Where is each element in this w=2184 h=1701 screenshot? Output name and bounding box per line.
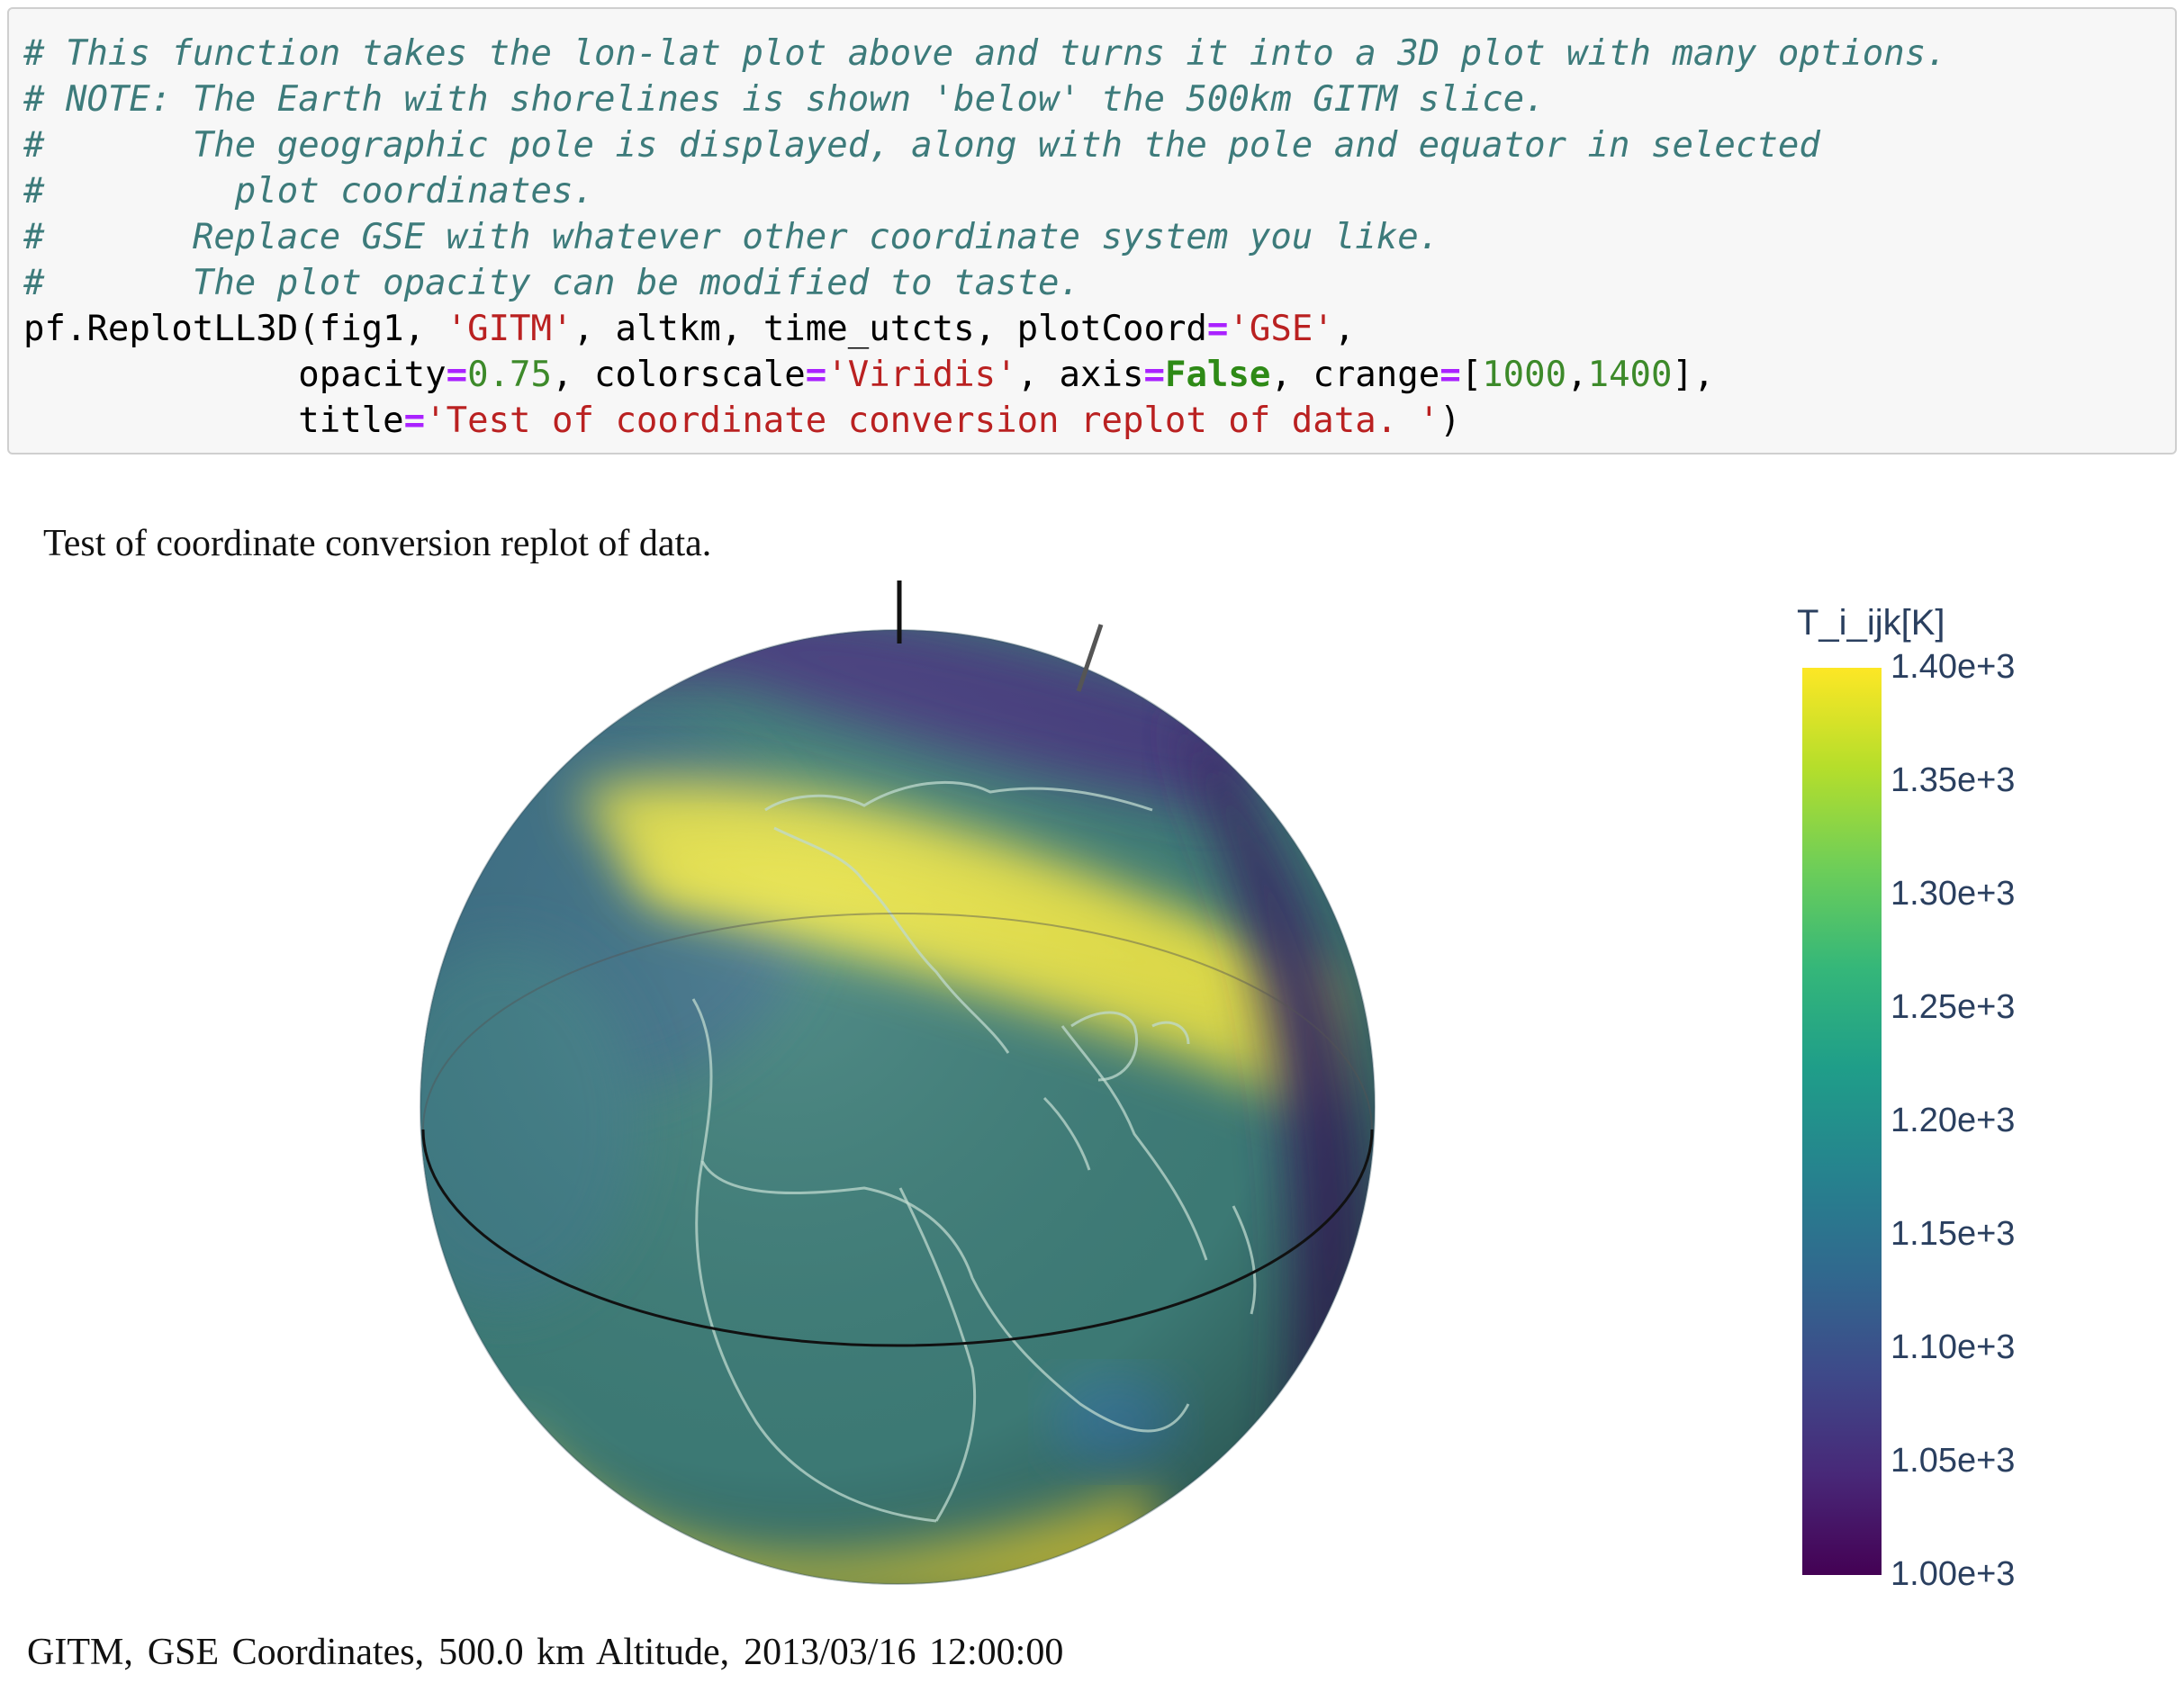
- equator-back: [422, 913, 1373, 1130]
- colorbar-tick-label: 1.15e+3: [1891, 1215, 2016, 1253]
- code-token: # This function takes the lon-lat plot a…: [23, 33, 1947, 74]
- code-token: 'GITM': [446, 309, 573, 349]
- code-token: ],: [1672, 355, 1715, 395]
- code-token: , axis: [1016, 355, 1144, 395]
- code-line: # plot coordinates.: [23, 168, 2175, 214]
- coastlines: [691, 780, 1257, 1523]
- code-line: opacity=0.75, colorscale='Viridis', axis…: [23, 352, 2175, 398]
- plot-footer: GITM, GSE Coordinates, 500.0 km Altitude, 2…: [27, 1631, 1078, 1674]
- code-token: pf.ReplotLL3D(fig1,: [23, 309, 447, 349]
- code-line: title='Test of coordinate conversion rep…: [23, 398, 2175, 444]
- code-token: title: [23, 400, 404, 441]
- code-token: , colorscale: [552, 355, 806, 395]
- footer-model: GITM,: [27, 1632, 133, 1673]
- code-token: 'Test of coordinate conversion replot of…: [425, 400, 1440, 441]
- code-token: # Replace GSE with whatever other coordi…: [23, 217, 1440, 257]
- colorbar-tick-label: 1.10e+3: [1891, 1328, 2016, 1366]
- colorbar-tick-label: 1.05e+3: [1891, 1442, 2016, 1480]
- footer-altitude: 500.0 km Altitude,: [438, 1632, 730, 1673]
- code-line: # Replace GSE with whatever other coordi…: [23, 214, 2175, 260]
- code-line: # The plot opacity can be modified to ta…: [23, 260, 2175, 306]
- code-token: 'Viridis': [826, 355, 1017, 395]
- code-token: , altkm, time_utcts, plotCoord: [573, 309, 1207, 349]
- code-token: 'GSE': [1228, 309, 1334, 349]
- colorbar-title: T_i_ijk[K]: [1797, 603, 1945, 643]
- code-token: =: [805, 355, 827, 395]
- footer-time: 2013/03/16 12:00:00: [744, 1632, 1064, 1673]
- globe-surface: [420, 630, 1375, 1584]
- equator-front: [421, 1129, 1374, 1347]
- code-token: # The geographic pole is displayed, alon…: [23, 125, 1820, 166]
- code-token: ,: [1333, 309, 1356, 349]
- plot-title: Test of coordinate conversion replot of …: [43, 523, 712, 564]
- colorbar-tick-label: 1.35e+3: [1891, 761, 2016, 799]
- code-line: # This function takes the lon-lat plot a…: [23, 31, 2175, 76]
- code-line: # NOTE: The Earth with shorelines is sho…: [23, 76, 2175, 122]
- code-token: ): [1439, 400, 1461, 441]
- code-line: # The geographic pole is displayed, alon…: [23, 122, 2175, 168]
- code-token: ,: [1566, 355, 1588, 395]
- code-token: =: [1143, 355, 1165, 395]
- code-token: =: [1206, 309, 1229, 349]
- code-token: # plot coordinates.: [23, 171, 594, 212]
- code-block: # This function takes the lon-lat plot a…: [23, 31, 2175, 444]
- code-token: # The plot opacity can be modified to ta…: [23, 263, 1080, 303]
- footer-coordinates: GSE Coordinates,: [147, 1632, 425, 1673]
- code-token: opacity: [23, 355, 447, 395]
- colorbar-tick-label: 1.30e+3: [1891, 875, 2016, 913]
- code-token: 1400: [1587, 355, 1673, 395]
- code-line: pf.ReplotLL3D(fig1, 'GITM', altkm, time_…: [23, 306, 2175, 352]
- colorbar-tick-label: 1.40e+3: [1891, 648, 2016, 686]
- colorbar-tick-label: 1.25e+3: [1891, 988, 2016, 1026]
- code-token: =: [446, 355, 468, 395]
- code-token: =: [403, 400, 426, 441]
- colorbar: [1802, 668, 1882, 1575]
- code-token: 0.75: [467, 355, 553, 395]
- code-token: , crange: [1270, 355, 1440, 395]
- code-token: 1000: [1482, 355, 1567, 395]
- code-token: # NOTE: The Earth with shorelines is sho…: [23, 79, 1546, 120]
- code-token: [: [1460, 355, 1483, 395]
- code-cell[interactable]: # This function takes the lon-lat plot a…: [7, 7, 2177, 454]
- colorbar-tick-label: 1.00e+3: [1891, 1555, 2016, 1593]
- code-token: =: [1439, 355, 1461, 395]
- colorbar-tick-label: 1.20e+3: [1891, 1102, 2016, 1139]
- plot-coordinate-pole-axis: [1076, 624, 1104, 692]
- code-token: False: [1164, 355, 1271, 395]
